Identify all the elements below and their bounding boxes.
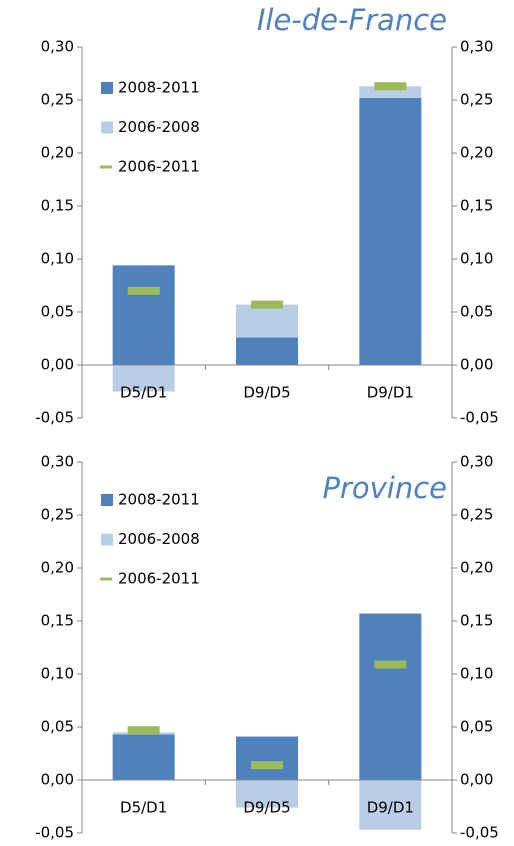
bar — [359, 86, 422, 98]
y2-tick-label: 0,00 — [460, 771, 493, 789]
y-tick-label: 0,20 — [41, 144, 74, 162]
y-tick-label: 0,15 — [41, 612, 74, 630]
marker — [374, 82, 407, 91]
legend-swatch — [101, 82, 113, 94]
y-tick-label: 0,00 — [41, 771, 74, 789]
legend-swatch — [101, 121, 113, 134]
y2-tick-label: 0,25 — [460, 506, 493, 524]
y2-tick-label: 0,10 — [460, 250, 493, 268]
y2-tick-label: 0,30 — [460, 38, 493, 56]
bar — [236, 304, 298, 338]
marker — [251, 761, 283, 770]
x-tick-label: D9/D5 — [243, 799, 290, 817]
legend-swatch — [100, 577, 112, 581]
y2-tick-label: -0,05 — [460, 409, 499, 427]
x-tick-label: D5/D1 — [120, 384, 167, 402]
legend-swatch — [100, 165, 112, 169]
x-tick-label: D5/D1 — [120, 799, 167, 817]
bar — [112, 734, 175, 780]
legend-label: 2008-2011 — [118, 79, 200, 97]
legend-swatch — [101, 494, 113, 506]
legend-label: 2006-2008 — [118, 530, 200, 548]
y2-tick-label: 0,05 — [460, 303, 493, 321]
y-tick-label: 0,25 — [41, 91, 74, 109]
y2-tick-label: -0,05 — [460, 824, 499, 842]
bar — [236, 780, 298, 808]
y2-tick-label: 0,15 — [460, 197, 493, 215]
y2-tick-label: 0,25 — [460, 91, 493, 109]
y-tick-label: 0,30 — [41, 453, 74, 471]
x-tick-label: D9/D1 — [367, 384, 414, 402]
y-tick-label: 0,25 — [41, 506, 74, 524]
y2-tick-label: 0,20 — [460, 144, 493, 162]
y2-tick-label: 0,05 — [460, 718, 493, 736]
bar — [112, 365, 175, 392]
legend-label: 2008-2011 — [118, 491, 200, 509]
legend-label: 2006-2008 — [118, 118, 200, 136]
bar — [236, 337, 298, 365]
legend-swatch — [101, 533, 113, 546]
bar — [359, 97, 422, 365]
legend-label: 2006-2011 — [118, 158, 200, 176]
y-tick-label: 0,05 — [41, 718, 74, 736]
marker — [374, 660, 407, 669]
x-tick-label: D9/D5 — [243, 384, 290, 402]
bar — [359, 780, 422, 830]
x-tick-label: D9/D1 — [367, 799, 414, 817]
y-tick-label: 0,10 — [41, 665, 74, 683]
y2-tick-label: 0,30 — [460, 453, 493, 471]
bar — [359, 613, 422, 780]
y2-tick-label: 0,10 — [460, 665, 493, 683]
bar — [112, 265, 175, 365]
y-tick-label: 0,15 — [41, 197, 74, 215]
y-tick-label: 0,20 — [41, 559, 74, 577]
y-tick-label: 0,30 — [41, 38, 74, 56]
y2-tick-label: 0,15 — [460, 612, 493, 630]
y-tick-label: 0,10 — [41, 250, 74, 268]
legend-label: 2006-2011 — [118, 570, 200, 588]
y-tick-label: -0,05 — [35, 824, 74, 842]
marker — [127, 286, 160, 295]
chart-title: Province — [322, 471, 447, 505]
y-tick-label: 0,00 — [41, 356, 74, 374]
y2-tick-label: 0,20 — [460, 559, 493, 577]
y-tick-label: -0,05 — [35, 409, 74, 427]
marker — [127, 726, 160, 735]
y2-tick-label: 0,00 — [460, 356, 493, 374]
chart-title: Ile-de-France — [257, 3, 447, 37]
y-tick-label: 0,05 — [41, 303, 74, 321]
marker — [251, 300, 283, 309]
bar — [236, 736, 298, 780]
